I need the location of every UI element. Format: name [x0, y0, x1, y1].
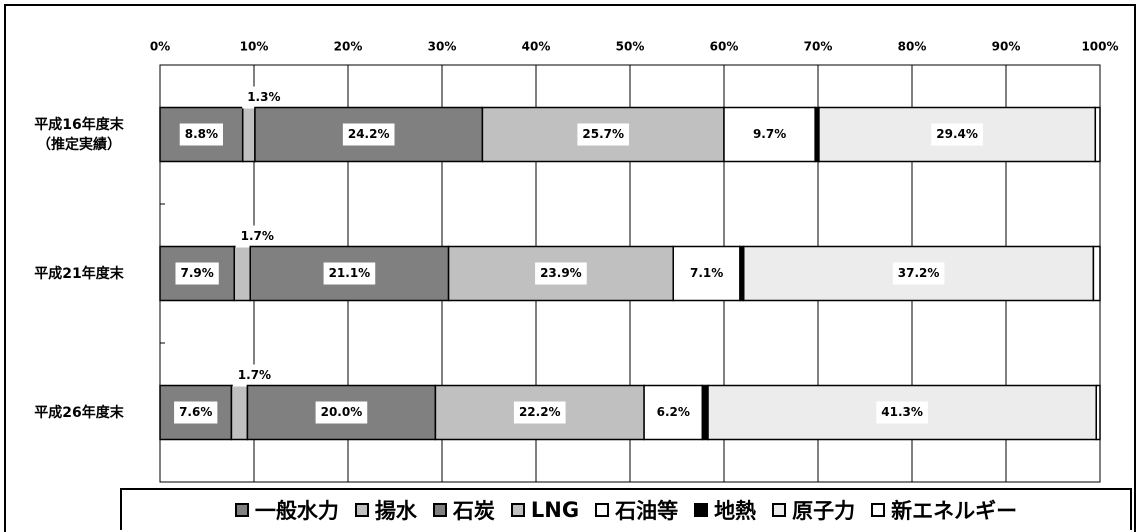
data-label: 22.2%: [519, 405, 561, 419]
data-label: 24.2%: [348, 127, 390, 141]
bar-segment: [241, 106, 256, 163]
legend-label: 新エネルギー: [891, 499, 1018, 523]
legend-label: 地熱: [714, 499, 757, 523]
x-tick-label: 80%: [898, 40, 927, 54]
label-bg: [577, 123, 630, 146]
label-bg: [342, 123, 395, 146]
data-label: 29.4%: [936, 127, 978, 141]
x-tick-label: 60%: [710, 40, 739, 54]
legend-swatch: [432, 503, 447, 517]
legend-item: 石油等: [595, 495, 678, 525]
label-bg: [684, 262, 729, 285]
legend-label: 石炭: [452, 499, 495, 523]
legend-label: 石油等: [615, 499, 679, 523]
legend-item: 新エネルギー: [871, 495, 1017, 525]
data-label: 7.1%: [690, 266, 723, 280]
frame: [4, 4, 1136, 532]
label-bg: [175, 262, 219, 285]
legend-label: 一般水力: [254, 499, 339, 523]
bar-segment: [701, 384, 709, 441]
data-label: 25.7%: [582, 127, 624, 141]
data-label: 9.7%: [753, 127, 786, 141]
bar-segment: [1095, 384, 1101, 441]
label-bg: [242, 86, 286, 109]
data-label: 1.7%: [238, 368, 271, 382]
legend-swatch: [510, 503, 525, 517]
label-bg: [235, 225, 279, 248]
data-label: 8.8%: [185, 127, 218, 141]
legend-swatch: [694, 503, 709, 517]
bar-segment: [1094, 106, 1101, 163]
bar-segment: [230, 384, 249, 441]
legend-swatch: [772, 503, 787, 517]
x-tick-label: 50%: [616, 40, 645, 54]
label-bg: [513, 401, 566, 424]
legend-swatch: [234, 503, 249, 517]
label-bg: [323, 262, 376, 285]
bar-segment: [818, 106, 1097, 163]
x-tick-label: 0%: [150, 40, 170, 54]
bar-segment: [233, 245, 251, 302]
x-tick-label: 10%: [240, 40, 269, 54]
legend-label: 揚水: [374, 499, 417, 523]
bar-segment: [249, 245, 450, 302]
label-bg: [931, 123, 983, 146]
data-label: 21.1%: [329, 266, 371, 280]
label-bg: [876, 401, 928, 424]
label-bg: [179, 123, 224, 146]
data-label: 23.9%: [540, 266, 582, 280]
y-tick-label: 平成26年度末: [34, 404, 124, 421]
legend-item: 地熱: [694, 495, 756, 525]
label-bg: [651, 401, 695, 424]
data-label: 20.0%: [321, 405, 363, 419]
legend-item: 原子力: [772, 495, 855, 525]
legend-label: LNG: [530, 498, 580, 522]
legend-swatch: [595, 503, 610, 517]
data-label: 37.2%: [898, 266, 940, 280]
data-label: 41.3%: [881, 405, 923, 419]
x-tick-label: 70%: [804, 40, 833, 54]
legend-item: 一般水力: [234, 495, 339, 525]
label-bg: [747, 123, 792, 146]
label-bg: [174, 401, 218, 424]
legend-item: 石炭: [432, 495, 495, 525]
legend-swatch: [354, 503, 369, 517]
x-tick-label: 90%: [992, 40, 1021, 54]
y-tick-label: 平成21年度末: [34, 265, 124, 282]
legend: 一般水力 揚水 石炭 LNG 石油等 地熱 原子力 新エネルギー: [120, 488, 1132, 530]
x-tick-label: 40%: [522, 40, 551, 54]
data-label: 7.9%: [180, 266, 213, 280]
data-label: 6.2%: [657, 405, 690, 419]
x-tick-label: 20%: [334, 40, 363, 54]
legend-label: 原子力: [792, 499, 856, 523]
label-bg: [315, 401, 368, 424]
x-tick-label: 30%: [428, 40, 457, 54]
y-tick-label: 平成16年度末 （推定実績）: [34, 116, 124, 153]
legend-item: 揚水: [354, 495, 417, 525]
label-bg: [892, 262, 945, 285]
data-label: 7.6%: [179, 405, 212, 419]
x-tick-label: 100%: [1081, 40, 1118, 54]
label-bg: [232, 364, 277, 387]
label-bg: [535, 262, 587, 285]
bar-segment: [1092, 245, 1101, 302]
legend-item: LNG: [510, 498, 580, 522]
data-label: 1.7%: [241, 229, 274, 243]
data-label: 1.3%: [247, 90, 280, 104]
legend-swatch: [871, 503, 886, 517]
